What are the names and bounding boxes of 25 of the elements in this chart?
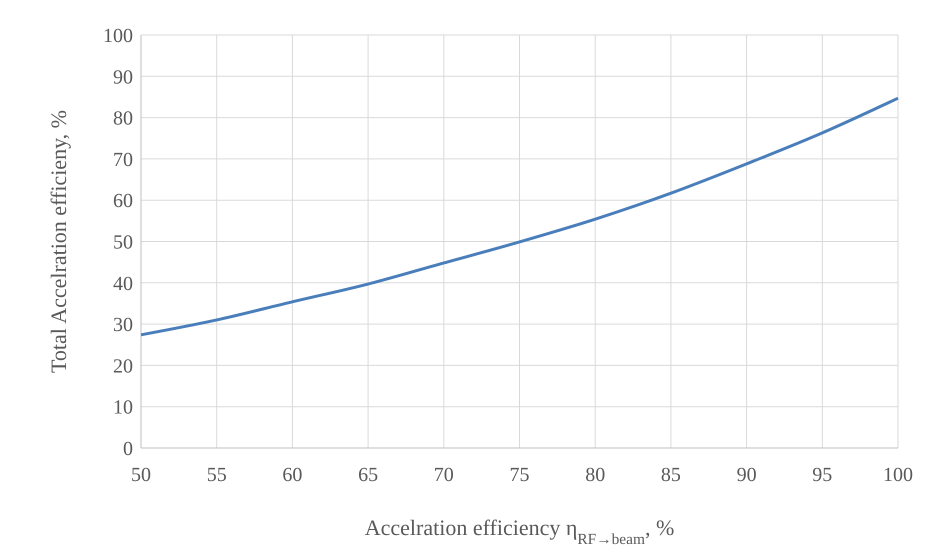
y-tick-label: 50 [113, 232, 133, 254]
y-tick-label: 100 [103, 25, 133, 47]
x-tick-label: 100 [883, 464, 913, 486]
x-tick-label: 85 [660, 464, 681, 486]
x-axis-title: Accelration efficiency η$_{RF→beam}$, % [364, 515, 674, 548]
x-tick-label: 90 [736, 464, 757, 486]
line-series [140, 96, 900, 336]
y-tick-label: 70 [113, 148, 133, 171]
y-tick-label: 20 [113, 355, 133, 378]
x-tick-label: 60 [282, 464, 302, 486]
x-tick-label: 50 [131, 464, 151, 486]
x-tick-label: 70 [434, 464, 454, 486]
y-tick-label: 80 [113, 108, 133, 130]
x-tick-label: 80 [585, 464, 606, 486]
y-tick-label: 0 [123, 438, 133, 460]
x-tick-label: 65 [358, 464, 378, 486]
y-axis-title: Total Accelration efficieny, % [46, 110, 71, 373]
x-tick-label: 55 [206, 464, 227, 486]
x-tick-label: 95 [812, 464, 832, 486]
y-tick-label: 40 [113, 272, 133, 295]
y-tick-label: 60 [113, 190, 133, 212]
y-tick-label: 30 [113, 314, 133, 336]
y-tick-label: 90 [113, 66, 133, 88]
x-tick-label: 75 [510, 464, 530, 486]
y-tick-label: 10 [113, 396, 133, 419]
